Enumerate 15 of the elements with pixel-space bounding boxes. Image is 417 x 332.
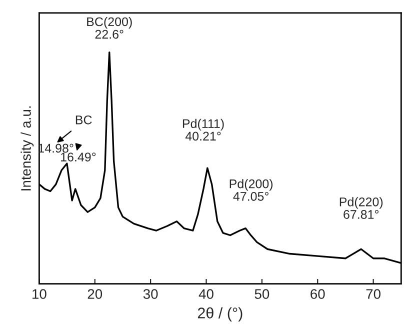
x-tick-label: 20 [88,289,102,299]
y-axis-title: Intensity / a.u. [20,106,34,190]
x-tick-label: 50 [254,289,270,299]
annotation: Pd(220) 67.81° [340,197,383,219]
x-tick-label: 10 [32,289,46,299]
x-axis-title: 2θ / (°) [198,307,242,322]
x-tick-label: 40 [198,289,214,299]
annotation: Pd(200) 47.05° [230,179,273,201]
x-tick-label: 30 [143,289,158,299]
annotation: 16.49° [61,152,96,162]
annotation: BC [76,115,92,124]
x-tick-label: 60 [310,289,325,299]
annotation: Pd(111) 40.21° [182,118,224,141]
annotation: BC(200) 22.6° [87,16,132,39]
x-tick-label: 70 [366,289,380,299]
